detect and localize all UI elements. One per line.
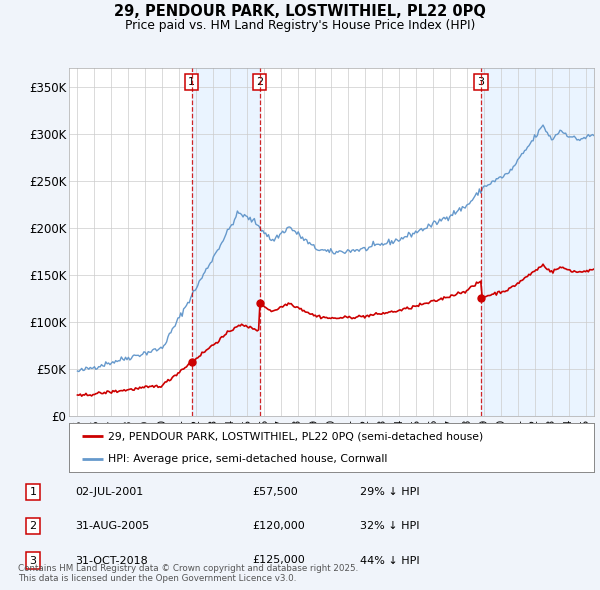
Text: 32% ↓ HPI: 32% ↓ HPI bbox=[360, 522, 419, 531]
Text: 44% ↓ HPI: 44% ↓ HPI bbox=[360, 556, 419, 565]
Text: 2: 2 bbox=[256, 77, 263, 87]
Text: £125,000: £125,000 bbox=[252, 556, 305, 565]
Text: 1: 1 bbox=[29, 487, 37, 497]
Text: Price paid vs. HM Land Registry's House Price Index (HPI): Price paid vs. HM Land Registry's House … bbox=[125, 19, 475, 32]
Text: 1: 1 bbox=[188, 77, 195, 87]
Text: 31-AUG-2005: 31-AUG-2005 bbox=[75, 522, 149, 531]
Text: 3: 3 bbox=[478, 77, 485, 87]
Text: 3: 3 bbox=[29, 556, 37, 565]
Text: £120,000: £120,000 bbox=[252, 522, 305, 531]
Bar bbox=[192, 68, 260, 416]
Text: 29, PENDOUR PARK, LOSTWITHIEL, PL22 0PQ: 29, PENDOUR PARK, LOSTWITHIEL, PL22 0PQ bbox=[114, 4, 486, 19]
Text: Contains HM Land Registry data © Crown copyright and database right 2025.
This d: Contains HM Land Registry data © Crown c… bbox=[18, 563, 358, 583]
Text: £57,500: £57,500 bbox=[252, 487, 298, 497]
Text: 2: 2 bbox=[29, 522, 37, 531]
Text: 02-JUL-2001: 02-JUL-2001 bbox=[75, 487, 143, 497]
Bar bbox=[481, 68, 594, 416]
Text: 29% ↓ HPI: 29% ↓ HPI bbox=[360, 487, 419, 497]
Text: 29, PENDOUR PARK, LOSTWITHIEL, PL22 0PQ (semi-detached house): 29, PENDOUR PARK, LOSTWITHIEL, PL22 0PQ … bbox=[109, 431, 484, 441]
Text: 31-OCT-2018: 31-OCT-2018 bbox=[75, 556, 148, 565]
Text: HPI: Average price, semi-detached house, Cornwall: HPI: Average price, semi-detached house,… bbox=[109, 454, 388, 464]
